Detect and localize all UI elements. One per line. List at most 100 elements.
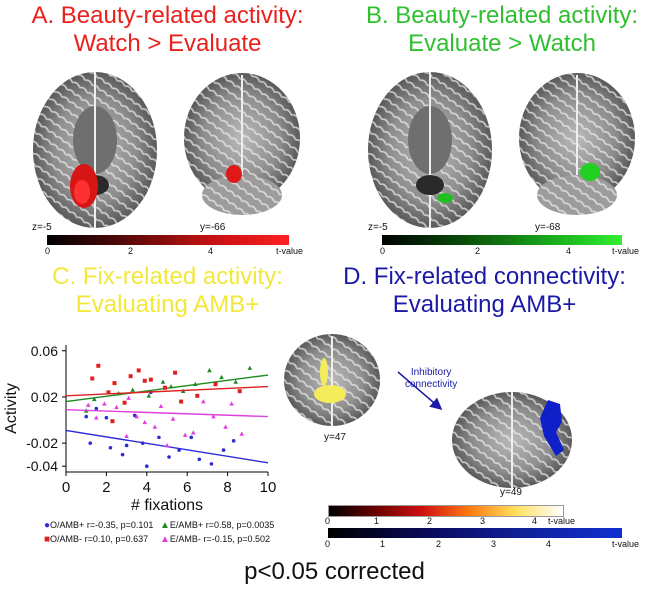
- legend-o-amb-plus-stats: r=-0.35, p=0.101: [86, 520, 154, 530]
- panel-b-z-label: z=-5: [368, 222, 388, 233]
- panel-b-axial-brain: [368, 72, 492, 228]
- data-point-e-amb-minus: [94, 415, 99, 420]
- data-point-o-amb-minus: [96, 363, 101, 368]
- panel-d-title-line1: D. Fix-related connectivity:: [343, 263, 626, 290]
- panel-b-axial-activation: [437, 193, 453, 203]
- x-axis-label: # fixations: [131, 497, 203, 514]
- data-point-o-amb-plus: [157, 435, 161, 440]
- panel-d-blue-colorbar: [328, 528, 622, 538]
- data-point-o-amb-plus: [120, 452, 125, 457]
- data-point-e-amb-minus: [85, 402, 91, 407]
- fit-line-e-amb-plus: [65, 374, 269, 403]
- legend-e-amb-minus: ▲E/AMB- r=-0.15, p=0.502: [160, 534, 270, 545]
- data-point-o-amb-plus: [84, 414, 88, 419]
- panel-d-right-coronal-brain: [452, 392, 572, 488]
- y-tick-label: -0.04: [26, 458, 58, 474]
- data-point-e-amb-minus: [170, 416, 176, 421]
- footer-significance: p<0.05 corrected: [244, 558, 425, 585]
- data-point-o-amb-minus: [112, 381, 117, 386]
- data-point-o-amb-minus: [179, 399, 184, 404]
- panel-a-cbar-tick-2: 2: [128, 246, 134, 256]
- panel-b-y-label: y=-68: [535, 222, 561, 233]
- data-point-o-amb-plus: [104, 415, 109, 420]
- panel-d-hot-tick-1: 1: [374, 516, 380, 526]
- panel-d-left-coronal-brain: [284, 334, 380, 426]
- panel-d-brain-images: [284, 334, 572, 488]
- panel-b-coronal-activation: [580, 163, 600, 181]
- data-point-e-amb-minus: [134, 414, 139, 419]
- data-point-e-amb-minus: [164, 442, 170, 448]
- fit-line-e-amb-minus: [65, 408, 269, 418]
- panel-a-coronal-brain: [184, 73, 300, 215]
- data-point-e-amb-minus: [158, 403, 164, 408]
- legend-o-amb-minus-stats: r=0.10, p=0.637: [84, 534, 149, 544]
- data-point-o-amb-minus: [148, 377, 153, 382]
- data-point-e-amb-minus: [182, 432, 188, 437]
- panel-a-cbar-tick-0: 0: [45, 246, 51, 256]
- y-tick-label: -0.02: [26, 435, 58, 451]
- data-point-e-amb-minus: [239, 431, 245, 436]
- panel-d-blue-tick-4: 4: [546, 539, 552, 549]
- legend-e-amb-minus-stats: r=-0.15, p=0.502: [203, 534, 270, 544]
- data-point-o-amb-plus: [231, 439, 236, 443]
- panel-a-z-label: z=-5: [32, 222, 52, 233]
- legend-o-amb-plus: ●O/AMB+ r=-0.35, p=0.101: [44, 520, 153, 531]
- data-point-e-amb-minus: [126, 395, 131, 400]
- data-point-o-amb-plus: [197, 457, 202, 462]
- panel-b-cbar-tick-4: 4: [566, 246, 572, 256]
- panel-d-y-label-left: y=47: [324, 432, 346, 443]
- panel-a-title: A. Beauty-related activity: Watch > Eval…: [0, 2, 335, 58]
- panel-a-title-line2: Watch > Evaluate: [73, 30, 262, 57]
- x-tick-label: 2: [102, 479, 110, 496]
- legend-e-amb-plus: ▲E/AMB+ r=0.58, p=0.0035: [160, 520, 274, 531]
- data-point-o-amb-plus: [108, 445, 113, 450]
- panel-b-title-line1: B. Beauty-related activity:: [365, 2, 639, 29]
- data-point-e-amb-plus: [207, 367, 212, 373]
- x-tick-label: 10: [260, 479, 277, 496]
- x-tick-label: 0: [62, 479, 70, 496]
- panel-d-yellow-activation: [314, 385, 346, 403]
- data-point-o-amb-plus: [221, 448, 226, 452]
- panel-d-title-line2: Evaluating AMB+: [392, 291, 577, 318]
- panel-d-hot-tick-4: 4: [532, 516, 538, 526]
- panel-d-title: D. Fix-related connectivity: Evaluating …: [300, 263, 669, 319]
- data-point-o-amb-minus: [128, 374, 133, 379]
- y-tick-label: 0.02: [31, 389, 58, 405]
- panel-d-arrow-label-1: Inhibitory: [410, 367, 452, 378]
- scatter-plot: 0 2 4 6 8 10 0.06 0.02 -0.02 -0.04 # fixations Acti…: [3, 343, 277, 514]
- panel-d-hot-tick-2: 2: [427, 516, 433, 526]
- data-point-o-amb-minus: [136, 368, 141, 373]
- fit-line-o-amb-minus: [65, 385, 269, 397]
- data-point-e-amb-plus: [146, 393, 152, 398]
- panel-b-cbar-unit: t-value: [612, 246, 640, 256]
- data-point-e-amb-plus: [91, 396, 97, 402]
- x-tick-label: 4: [143, 479, 151, 496]
- data-point-o-amb-plus: [189, 435, 194, 440]
- panel-b-colorbar: [382, 235, 622, 245]
- panel-d-blue-unit: t-value: [612, 539, 640, 549]
- data-point-e-amb-minus: [190, 430, 196, 435]
- panel-a-brain-images: [33, 72, 300, 228]
- panel-a-axial-brain: [33, 72, 157, 228]
- panel-d-blue-tick-3: 3: [491, 539, 497, 549]
- data-point-o-amb-minus: [90, 376, 95, 381]
- panel-d-arrow-label: Inhibitory connectivity: [405, 367, 457, 391]
- legend-o-amb-minus: ■O/AMB- r=0.10, p=0.637: [44, 534, 148, 545]
- data-point-o-amb-minus: [122, 400, 127, 405]
- panel-a-cbar-unit: t-value: [276, 246, 304, 256]
- y-tick-label: 0.06: [31, 343, 58, 359]
- legend-o-amb-minus-marker: ■: [44, 534, 51, 545]
- data-point-e-amb-minus: [201, 399, 206, 404]
- panel-d-hot-colorbar: [328, 505, 564, 517]
- panel-a-coronal-activation: [226, 165, 242, 183]
- panel-d-y-label-right: y=49: [500, 487, 522, 498]
- panel-b-title-line2: Evaluate > Watch: [408, 30, 596, 57]
- panel-c-title-line2: Evaluating AMB+: [75, 291, 260, 318]
- data-point-e-amb-minus: [124, 433, 129, 439]
- data-point-e-amb-plus: [160, 379, 166, 384]
- panel-c-title-line1: C. Fix-related activity:: [52, 263, 283, 290]
- data-point-e-amb-minus: [142, 419, 148, 425]
- panel-c-title: C. Fix-related activity: Evaluating AMB+: [0, 263, 335, 319]
- data-point-e-amb-plus: [247, 365, 253, 370]
- data-point-o-amb-plus: [145, 464, 149, 469]
